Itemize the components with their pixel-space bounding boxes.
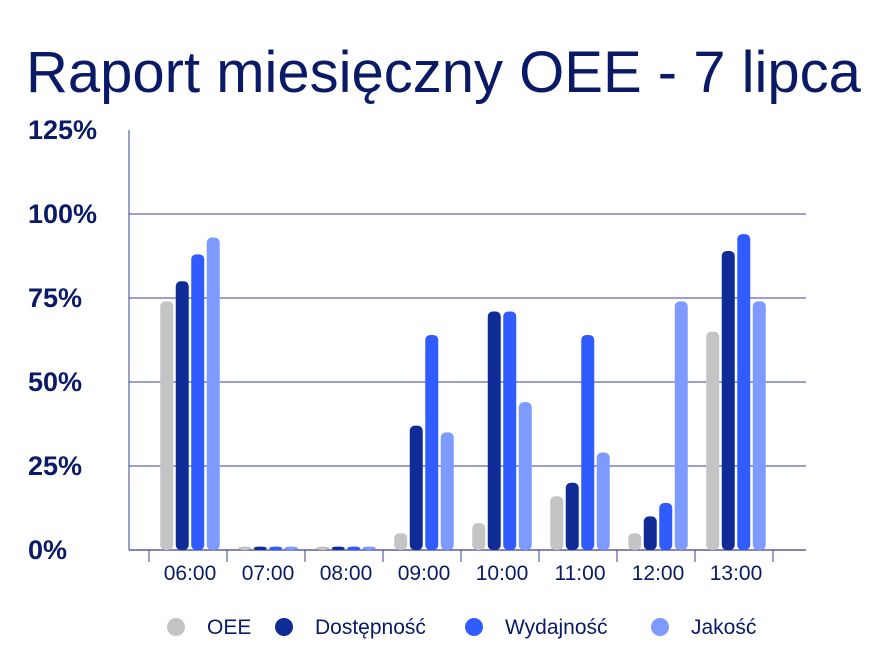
legend-label: Wydajność xyxy=(505,616,608,639)
bar-dostępność xyxy=(565,482,579,550)
legend-label: OEE xyxy=(207,616,251,639)
bar-dostępność xyxy=(331,546,345,550)
bar-wydajność xyxy=(737,234,751,550)
bar-oee xyxy=(706,331,720,550)
bar-wydajność xyxy=(425,334,439,550)
bar-dostępność xyxy=(409,425,423,550)
y-tick-label: 75% xyxy=(28,283,82,313)
x-tick-label: 10:00 xyxy=(476,562,529,585)
x-tick-label: 11:00 xyxy=(555,562,606,585)
chart-title: Raport miesięczny OEE - 7 lipca xyxy=(26,40,862,105)
y-tick-label: 50% xyxy=(28,367,82,397)
bar-dostępność xyxy=(643,516,657,550)
bar-oee xyxy=(238,546,252,550)
bar-jakość xyxy=(362,546,376,550)
legend-marker xyxy=(167,618,185,636)
bar-jakość xyxy=(206,237,220,550)
bars-layer xyxy=(160,234,766,550)
x-tick-label: 08:00 xyxy=(320,562,373,585)
legend-layer: OEE Dostępność Wydajność Jakość xyxy=(167,616,756,639)
bar-dostępność xyxy=(487,311,501,550)
bar-jakość xyxy=(596,452,610,550)
bar-jakość xyxy=(752,301,766,550)
bar-wydajność xyxy=(269,546,283,550)
bar-jakość xyxy=(674,301,688,550)
bar-jakość xyxy=(284,546,298,550)
y-tick-label: 125% xyxy=(28,115,97,145)
bar-jakość xyxy=(440,432,454,550)
bar-oee xyxy=(472,523,486,550)
bar-jakość xyxy=(518,402,532,550)
bar-dostępność xyxy=(175,281,189,550)
y-tick-label: 25% xyxy=(28,451,82,481)
grid-layer xyxy=(129,213,806,467)
bar-oee xyxy=(628,533,642,550)
axis-layer: 0% 25% 50% 75% 100% 125% 06:00 07:00 08:00 09:00 1… xyxy=(28,115,806,585)
x-tick-label: 06:00 xyxy=(164,562,217,585)
bar-oee xyxy=(160,301,174,550)
bar-oee xyxy=(316,546,330,550)
y-tick-label: 100% xyxy=(28,199,97,229)
bar-wydajność xyxy=(581,334,595,550)
legend-marker xyxy=(651,618,669,636)
y-tick-label: 0% xyxy=(28,535,67,565)
bar-dostępność xyxy=(721,250,735,550)
bar-wydajność xyxy=(347,546,361,550)
x-tick-label: 13:00 xyxy=(710,562,763,585)
bar-wydajność xyxy=(191,254,205,550)
x-tick-label: 07:00 xyxy=(242,562,295,585)
legend-marker xyxy=(465,618,483,636)
bar-dostępność xyxy=(253,546,267,550)
x-tick-label: 09:00 xyxy=(398,562,451,585)
bar-oee xyxy=(550,496,564,550)
bar-wydajność xyxy=(659,502,673,550)
legend-label: Jakość xyxy=(691,616,756,639)
bar-wydajność xyxy=(503,311,517,550)
legend-label: Dostępność xyxy=(315,616,426,639)
bar-oee xyxy=(394,533,408,550)
legend-marker xyxy=(275,618,293,636)
x-tick-label: 12:00 xyxy=(632,562,685,585)
